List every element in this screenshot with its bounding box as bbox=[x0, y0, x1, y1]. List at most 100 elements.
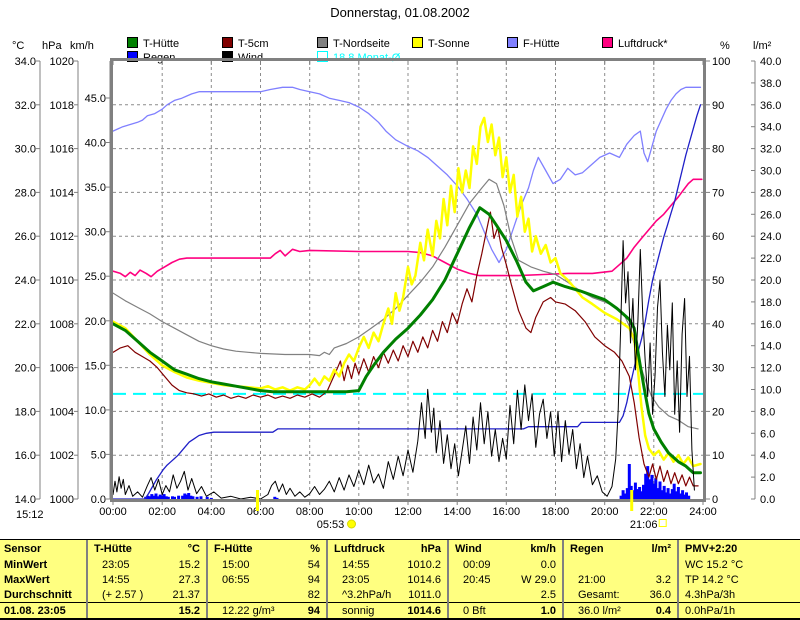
axis-tick-label: 40.0 bbox=[85, 138, 106, 150]
sunset-icon bbox=[658, 519, 667, 527]
series-t-5cm bbox=[113, 211, 699, 487]
legend-item-luftdruck: Luftdruck* bbox=[602, 37, 668, 50]
cell-value: 94 bbox=[307, 573, 320, 586]
axis-tick-label: 36.0 bbox=[760, 100, 781, 112]
axis-tick-label: 20.0 bbox=[85, 316, 106, 328]
axis-tick-label: 20.0 bbox=[15, 363, 36, 375]
x-axis-label: 06:00 bbox=[247, 506, 275, 518]
stats-table: Sensor MinWert MaxWert Durchschnitt 01.0… bbox=[0, 539, 800, 620]
legend-item-t-nordseite: T-Nordseite bbox=[317, 37, 390, 50]
x-axis-label: 02:00 bbox=[148, 506, 176, 518]
cell-time: 23:05 bbox=[102, 558, 130, 571]
axis-tick-label: 80 bbox=[712, 144, 724, 156]
axis-tick-label: 1000 bbox=[50, 494, 74, 506]
cell-value: 82 bbox=[307, 588, 320, 601]
x-axis-label: 24:00 bbox=[689, 506, 717, 518]
table-cell: ^3.2hPa/h 1011.0 bbox=[328, 587, 447, 602]
legend-item-t-huette: T-Hütte bbox=[127, 37, 179, 50]
x-axis-label: 08:00 bbox=[296, 506, 324, 518]
table-cell: sonnig 1014.6 bbox=[328, 602, 447, 619]
axis-header-lm2: l/m² bbox=[753, 40, 772, 52]
axis-tick-label: 2.0 bbox=[760, 472, 775, 484]
table-header-cell: PMV+2:20 bbox=[679, 540, 800, 557]
cell-time: ^3.2hPa/h bbox=[342, 588, 392, 601]
table-col-luftdruck: Luftdruck hPa 14:55 1010.2 23:05 1014.6 ^3.… bbox=[326, 540, 447, 618]
table-col-sensor: Sensor MinWert MaxWert Durchschnitt 01.0… bbox=[0, 540, 86, 618]
table-cell: 06:55 94 bbox=[208, 572, 326, 587]
cell-value: 15.2 bbox=[178, 605, 200, 617]
cell-value: 54 bbox=[307, 558, 320, 571]
gridlines bbox=[113, 61, 703, 499]
row-label: Durchschnitt bbox=[4, 588, 72, 601]
axis-header-kmh: km/h bbox=[70, 40, 94, 52]
cell-value: 21.37 bbox=[172, 588, 200, 601]
axis-tick-label: 4.0 bbox=[760, 450, 775, 462]
col-name: Regen bbox=[570, 542, 604, 555]
axis-tick-label: 10.0 bbox=[85, 405, 106, 417]
axis-header-percent: % bbox=[720, 40, 730, 52]
row-label: 01.08. 23:05 bbox=[4, 605, 66, 617]
axis-tick-label: 16.0 bbox=[760, 319, 781, 331]
x-axis-label: 10:00 bbox=[345, 506, 373, 518]
table-cell: 20:45 W 29.0 bbox=[449, 572, 562, 587]
table-cell: 12.22 g/m³ 94 bbox=[208, 602, 326, 619]
cell-text: WC 15.2 °C bbox=[685, 558, 744, 571]
legend-swatch-wind bbox=[222, 51, 233, 62]
row-label: MinWert bbox=[4, 558, 48, 571]
table-col-t-huette: T-Hütte °C 23:05 15.2 14:55 27.3 (+ 2.57 ) 2… bbox=[86, 540, 206, 618]
cell-time: 14:55 bbox=[102, 573, 130, 586]
table-header-cell: Regen l/m² bbox=[564, 540, 677, 557]
cell-value: 1014.6 bbox=[407, 573, 441, 586]
axes: 34.0 32.0 30.0 28.0 26.0 24.0 22.0 20.0 18.0 16.0… bbox=[15, 56, 782, 518]
cell-value: 0.4 bbox=[655, 605, 671, 617]
axis-tick-label: 30.0 bbox=[15, 144, 36, 156]
axis-tick-label: 1006 bbox=[50, 363, 74, 375]
axis-tick-label: 22.0 bbox=[760, 253, 781, 265]
axis-tick-label: 24.0 bbox=[760, 231, 781, 243]
table-header-cell: F-Hütte% bbox=[208, 540, 326, 557]
cell-time: (+ 2.57 ) bbox=[102, 588, 144, 601]
cell-text: TP 14.2 °C bbox=[685, 573, 739, 586]
axis-tick-label: 70 bbox=[712, 187, 724, 199]
legend-swatch-f-huette bbox=[507, 37, 518, 48]
table-col-regen: Regen l/m² 21:00 3.2 Gesamt: 36.0 36.0 l/m²… bbox=[562, 540, 677, 618]
legend-label: T-5cm bbox=[238, 38, 269, 50]
col-unit: °C bbox=[187, 542, 200, 555]
cell-time: sonnig bbox=[342, 605, 375, 617]
axis-tick-label: 22.0 bbox=[15, 319, 36, 331]
table-cell: 0 Bft 1.0 bbox=[449, 602, 562, 619]
axis-tick-label: 1004 bbox=[50, 406, 74, 418]
cell-text: 0.0hPa/1h bbox=[685, 605, 736, 617]
axis-tick-label: 0.0 bbox=[91, 494, 106, 506]
axis-tick-label: 26.0 bbox=[760, 209, 781, 221]
axis-tick-label: 45.0 bbox=[85, 93, 106, 105]
axis-tick-label: 38.0 bbox=[760, 78, 781, 90]
legend-label: T-Hütte bbox=[143, 38, 180, 50]
axis-tick-label: 16.0 bbox=[15, 450, 36, 462]
legend-swatch-t-sonne bbox=[412, 37, 423, 48]
table-row-label: 01.08. 23:05 bbox=[0, 602, 86, 619]
header-label: Sensor bbox=[4, 542, 42, 555]
axis-tick-label: 100 bbox=[712, 56, 730, 68]
axis-tick-label: 50 bbox=[712, 275, 724, 287]
series-t-huette bbox=[113, 206, 702, 475]
axis-tick-label: 40 bbox=[712, 319, 724, 331]
axis-tick-label: 30.0 bbox=[85, 227, 106, 239]
table-cell: 21:00 3.2 bbox=[564, 572, 677, 587]
axis-tick-label: 1008 bbox=[50, 319, 74, 331]
cell-time: Gesamt: bbox=[578, 588, 620, 601]
x-axis-label: 12:00 bbox=[394, 506, 422, 518]
table-cell: WC 15.2 °C bbox=[679, 557, 800, 572]
table-row-label: MaxWert bbox=[0, 572, 86, 587]
corner-time: 15:12 bbox=[16, 509, 44, 521]
table-cell: 2.5 bbox=[449, 587, 562, 602]
col-name: Wind bbox=[455, 542, 482, 555]
cell-time: 23:05 bbox=[342, 573, 370, 586]
cell-time: 20:45 bbox=[463, 573, 491, 586]
cell-value: 27.3 bbox=[178, 573, 200, 586]
axis-tick-label: 10.0 bbox=[760, 385, 781, 397]
legend-swatch-t-huette bbox=[127, 37, 138, 48]
table-col-wind: Wind km/h 00:09 0.0 20:45 W 29.0 2.5 0 Bft 1… bbox=[447, 540, 562, 618]
cell-time: 0 Bft bbox=[463, 605, 486, 617]
axis-tick-label: 14.0 bbox=[15, 494, 36, 506]
